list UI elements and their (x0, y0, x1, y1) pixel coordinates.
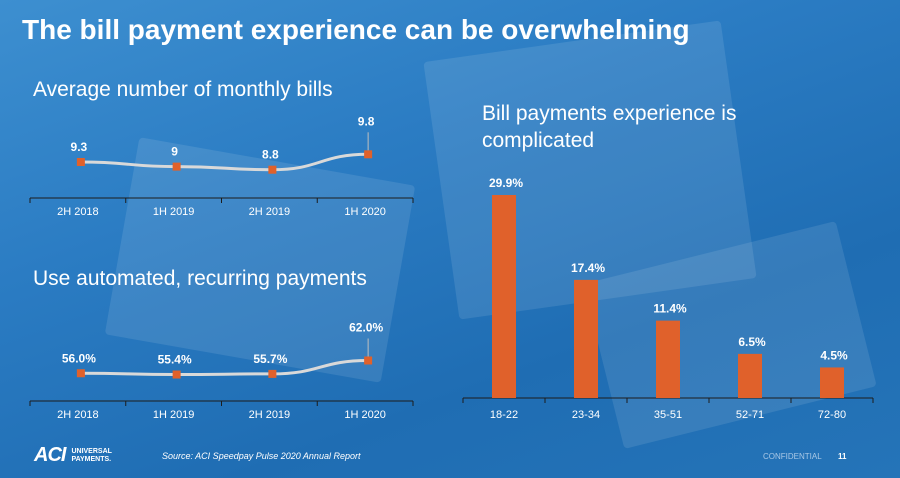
data-point (268, 369, 277, 378)
x-tick-label: 35-51 (654, 409, 682, 421)
aci-logo: ACI UNIVERSAL PAYMENTS. (34, 444, 112, 467)
series-line (80, 359, 369, 377)
data-label: 9.3 (71, 140, 88, 154)
data-point (76, 158, 85, 166)
logo-main: ACI (34, 444, 66, 466)
x-tick-label: 2H 2019 (249, 206, 291, 218)
chart3-title: Bill payments experience is complicated (482, 102, 737, 152)
data-label: 17.4% (571, 261, 605, 275)
x-tick-label: 23-34 (572, 409, 600, 421)
data-label: 11.4% (653, 302, 687, 316)
data-label: 4.5% (820, 348, 848, 362)
chart2-title: Use automated, recurring payments (33, 267, 367, 290)
data-label: 6.5% (738, 335, 766, 349)
page-number: 11 (838, 452, 847, 461)
x-tick-label: 72-80 (818, 409, 846, 421)
x-tick-label: 1H 2019 (153, 409, 195, 421)
series-line (80, 152, 369, 172)
x-tick-label: 2H 2018 (57, 206, 99, 218)
data-label: 8.8 (262, 148, 279, 162)
data-point (172, 162, 181, 171)
data-label: 55.7% (253, 352, 287, 366)
x-tick-label: 1H 2020 (344, 409, 386, 421)
data-point (268, 165, 277, 174)
data-label: 56.0% (62, 351, 96, 365)
source-note: Source: ACI Speedpay Pulse 2020 Annual R… (162, 451, 361, 461)
x-tick-label: 1H 2020 (344, 206, 386, 218)
data-point (172, 370, 181, 379)
x-tick-label: 18-22 (490, 409, 518, 421)
x-tick-label: 1H 2019 (153, 206, 195, 218)
bar (656, 320, 680, 398)
data-point (364, 356, 373, 365)
x-tick-label: 2H 2019 (249, 409, 291, 421)
data-label: 62.0% (349, 321, 383, 335)
bar (574, 279, 598, 398)
bar (492, 195, 516, 398)
chart1-title: Average number of monthly bills (33, 78, 333, 101)
data-point (76, 369, 85, 378)
x-tick-label: 52-71 (736, 409, 764, 421)
logo-tagline: UNIVERSAL PAYMENTS. (71, 448, 111, 464)
confidential-label: CONFIDENTIAL (763, 452, 822, 461)
data-point (364, 150, 373, 159)
logo-sub-2: PAYMENTS. (71, 455, 112, 463)
bar (820, 367, 844, 398)
data-label: 29.9% (489, 176, 523, 190)
data-label: 9.8 (358, 114, 375, 128)
data-label: 55.4% (158, 353, 192, 367)
bar (738, 353, 762, 398)
x-tick-label: 2H 2018 (57, 409, 99, 421)
logo-sub-1: UNIVERSAL (71, 447, 112, 455)
data-label: 9 (171, 145, 178, 159)
slide-title: The bill payment experience can be overw… (22, 14, 690, 45)
